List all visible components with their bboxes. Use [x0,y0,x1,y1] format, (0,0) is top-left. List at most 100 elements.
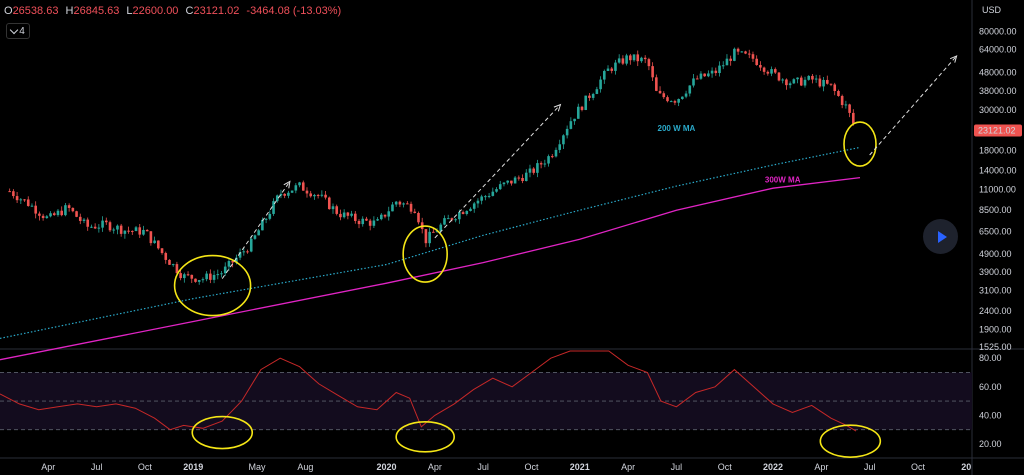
candle-body [78,216,82,221]
time-tick-label: Oct [911,462,926,472]
candle-body [461,212,465,214]
candle-body [629,55,632,61]
candle-body [216,274,220,276]
indicator-toggle-button[interactable]: 4 [6,23,30,39]
candle-body [23,199,26,201]
candle-body [194,278,197,282]
candle-body [60,210,63,216]
candle-body [725,58,729,66]
candle-body [744,51,747,54]
candle-body [502,182,506,185]
projection-arrow [221,181,291,279]
candle-body [825,79,829,84]
candle-body [320,194,324,196]
candle-body [747,53,751,55]
candle-body [305,190,309,194]
candle-body [149,231,153,244]
candle-body [197,280,201,282]
candle-body [565,128,569,136]
play-button[interactable] [923,219,958,254]
candle-body [394,201,398,205]
candle-body [580,106,584,110]
candle-body [86,219,90,227]
candle-body [632,54,636,61]
candle-body [476,200,480,204]
candle-body [524,172,528,182]
candle-body [131,230,134,232]
candle-body [157,240,160,249]
candle-body [335,206,339,214]
candle-body [584,95,588,110]
candle-body [528,168,532,173]
candle-body [510,180,513,184]
candle-body [714,70,718,74]
time-tick-label: 2021 [570,462,590,472]
candle-body [740,51,744,53]
candle-body [413,211,417,213]
candle-body [829,83,833,85]
candle-body [56,210,60,216]
candle-body [498,184,502,190]
candle-body [495,189,498,192]
candle-body [762,67,766,72]
candle-body [647,59,651,67]
candle-body [365,218,368,221]
price-tick-label: 8500.00 [979,205,1012,215]
candle-body [313,194,316,197]
candle-body [640,57,643,62]
time-tick-label: 2019 [183,462,203,472]
candle-body [283,193,286,196]
time-tick-label: 20 [961,462,971,472]
candle-body [64,205,67,216]
currency-label: USD [982,5,1002,15]
candle-body [257,230,260,236]
price-tick-label: 1900.00 [979,324,1012,334]
candle-body [688,85,692,94]
candle-body [15,196,19,201]
candle-body [75,211,78,217]
candle-body [406,203,409,205]
time-tick-label: Jul [671,462,683,472]
candle-body [372,220,376,226]
close-value: 23121.02 [193,5,240,17]
candle-body [432,231,435,233]
candle-body [643,57,647,60]
candle-body [599,79,602,90]
candle-body [190,274,194,279]
candle-body [127,230,130,232]
candle-body [651,66,654,78]
high-value: 26845.63 [73,5,120,17]
highlight-circle [173,254,252,317]
highlight-circle [843,121,877,167]
time-tick-label: Apr [41,462,55,472]
candle-body [803,79,807,86]
candle-body [391,204,394,212]
candle-body [119,225,123,234]
candle-body [101,220,104,228]
candle-body [417,212,420,223]
candle-body [718,65,721,74]
candle-body [324,194,327,198]
time-tick-label: May [249,462,267,472]
rsi-line [0,350,857,432]
candle-body [450,218,454,220]
candle-body [331,206,335,210]
candle-body [82,219,86,221]
candle-body [781,79,784,81]
time-tick-label: Jul [477,462,489,472]
time-tick-label: Apr [814,462,828,472]
candle-body [695,78,699,80]
candle-body [814,78,818,80]
candle-body [123,230,127,234]
candle-body [811,75,814,80]
candle-body [491,191,495,196]
candle-body [428,231,431,244]
candle-body [536,163,539,173]
candle-body [469,208,472,211]
play-icon [937,230,947,243]
candle-body [610,68,614,71]
rsi-highlight-circle [191,415,254,450]
candle-body [380,214,383,220]
candle-body [666,97,669,102]
